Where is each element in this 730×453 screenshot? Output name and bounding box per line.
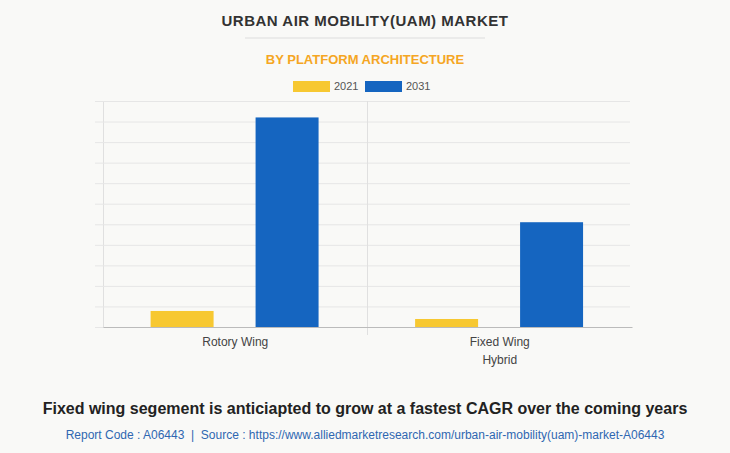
plot: Rotory Wing Fixed Wing Hybrid [95, 101, 633, 367]
y-axis [95, 102, 630, 328]
x-tick: Rotory Wing [202, 327, 268, 349]
annotation: Fixed wing segement is anticiapted to gr… [43, 400, 688, 417]
x-tick-label-line: Rotory Wing [202, 335, 268, 349]
chart: URBAN AIR MOBILITY(UAM) MARKET BY PLATFOR… [0, 0, 730, 453]
x-tick-label-line: Fixed Wing [470, 335, 530, 349]
category-separator [367, 101, 368, 335]
x-tick-label: Fixed Wing Hybrid [470, 335, 530, 367]
title-rule [245, 38, 485, 39]
y-tick [95, 163, 630, 164]
x-axis-line [104, 327, 633, 328]
legend-label: 2021 [334, 80, 358, 92]
x-axis: Rotory Wing Fixed Wing Hybrid [104, 327, 633, 367]
legend-label: 2031 [406, 80, 430, 92]
x-tick-label-line: Hybrid [482, 353, 517, 367]
annotation: Report Code : A06443 | Source : https://… [66, 428, 665, 442]
y-tick [95, 101, 630, 102]
title: URBAN AIR MOBILITY(UAM) MARKET [222, 12, 509, 29]
bar [415, 319, 478, 327]
legend-swatch [365, 81, 402, 92]
grid-line [95, 122, 630, 123]
bar [151, 311, 214, 327]
grid-line [95, 204, 630, 205]
grid-line [95, 163, 630, 164]
x-tick: Fixed Wing Hybrid [470, 327, 530, 367]
y-tick [95, 142, 630, 143]
background [0, 0, 730, 453]
y-tick [95, 122, 630, 123]
grid-line [95, 101, 630, 102]
y-axis-line [103, 102, 104, 328]
bars [151, 117, 583, 327]
x-tick-label: Rotory Wing [202, 335, 268, 349]
grid-line [95, 142, 630, 143]
grid-line [95, 183, 630, 184]
y-tick [95, 204, 630, 205]
legend: 2021 2031 [293, 80, 430, 92]
subtitle: BY PLATFORM ARCHITECTURE [266, 52, 465, 67]
bar [256, 117, 319, 327]
bar [520, 222, 583, 327]
y-tick [95, 183, 630, 184]
legend-swatch [293, 81, 330, 92]
